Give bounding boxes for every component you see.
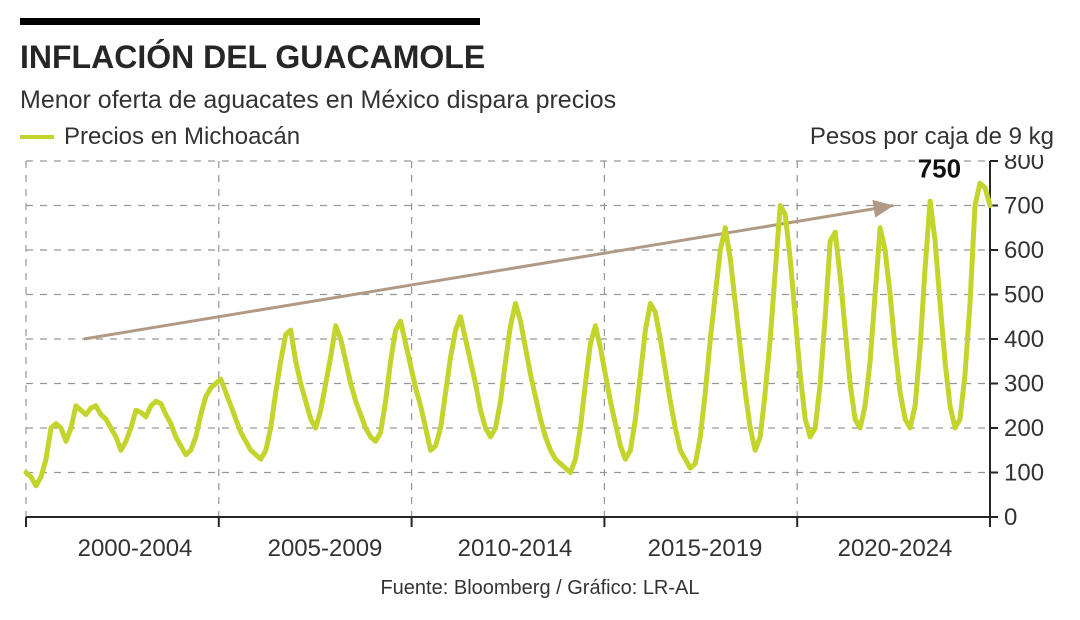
svg-text:750: 750 [918,155,961,183]
legend-swatch [20,135,54,139]
x-category-label: 2015-2019 [648,535,763,563]
svg-text:400: 400 [1004,326,1044,353]
chart-title: INFLACIÓN DEL GUACAMOLE [20,39,1060,76]
line-chart: 0 100 200 300 400 500 600 700 800 750 [20,155,1060,575]
svg-text:500: 500 [1004,282,1044,309]
svg-text:300: 300 [1004,371,1044,398]
x-category-label: 2000-2004 [78,535,193,563]
x-category-label: 2010-2014 [458,535,573,563]
svg-text:700: 700 [1004,193,1044,220]
header-rule [20,18,480,25]
svg-text:200: 200 [1004,415,1044,442]
legend-label: Precios en Michoacán [64,123,300,151]
svg-text:800: 800 [1004,155,1044,175]
chart-source: Fuente: Bloomberg / Gráfico: LR-AL [20,577,1060,600]
chart-subtitle: Menor oferta de aguacates en México disp… [20,86,1060,115]
x-axis-labels: 2000-2004 2005-2009 2010-2014 2015-2019 2020… [20,535,990,563]
svg-text:600: 600 [1004,237,1044,264]
svg-text:0: 0 [1004,504,1017,531]
y-axis-title: Pesos por caja de 9 kg [810,123,1060,151]
x-category-label: 2020-2024 [838,535,953,563]
x-category-label: 2005-2009 [268,535,383,563]
chart-area: 0100200300400500600700800750 2000-200420… [20,155,1060,575]
legend-row: Precios en Michoacán Pesos por caja de 9… [20,123,1060,151]
svg-text:100: 100 [1004,460,1044,487]
